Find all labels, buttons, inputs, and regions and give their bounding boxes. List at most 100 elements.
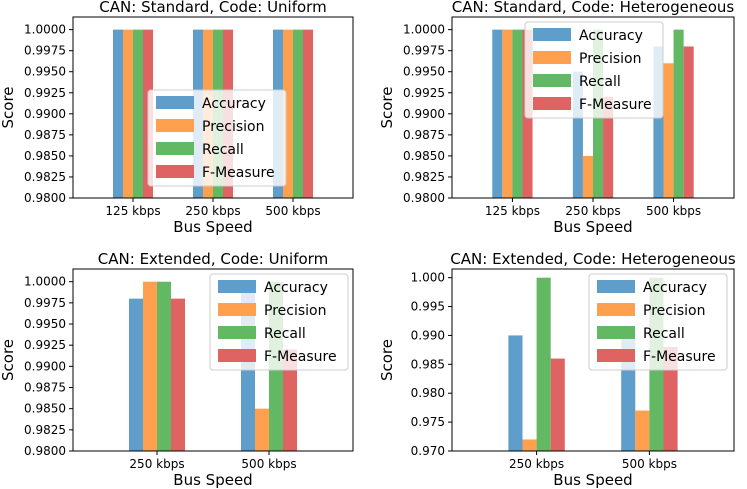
legend-swatch-accuracy: [533, 28, 571, 41]
legend-label: Accuracy: [264, 280, 328, 296]
legend: Accuracy Precision Recall F-Measure: [209, 273, 349, 371]
legend-swatch-precision: [533, 51, 571, 64]
chart-title: CAN: Standard, Code: Heterogeneous: [452, 0, 735, 16]
y-tick-label: 0.9900: [403, 107, 445, 121]
bar-f-measure-500-kbps: [283, 349, 297, 451]
y-tick-label: 0.9925: [24, 86, 66, 100]
x-tick-label: 250 kbps: [565, 204, 620, 218]
y-tick-label: 0.9825: [24, 170, 66, 184]
y-tick-label: 1.0000: [24, 275, 66, 289]
y-tick-label: 0.9900: [24, 107, 66, 121]
legend-label: F-Measure: [579, 97, 652, 113]
y-tick-label: 0.9850: [24, 402, 66, 416]
bar-f-measure-500-kbps: [663, 347, 678, 451]
bar-precision-500-kbps: [635, 410, 650, 451]
y-tick-label: 0.9925: [403, 86, 445, 100]
legend-label: F-Measure: [202, 165, 275, 181]
y-tick-label: 0.9850: [24, 149, 66, 163]
bar-recall-500-kbps: [673, 29, 684, 198]
legend: Accuracy Precision Recall F-Measure: [524, 21, 664, 119]
y-tick-label: 0.9850: [403, 149, 445, 163]
x-tick-label: 500 kbps: [241, 457, 296, 471]
bar-precision-125-kbps: [123, 29, 133, 198]
bar-precision-250-kbps: [522, 439, 537, 451]
bar-accuracy-250-kbps: [129, 298, 143, 451]
legend-label: Precision: [264, 303, 326, 319]
legend-label: Precision: [202, 119, 264, 135]
y-tick-label: 0.9875: [24, 128, 66, 142]
y-tick-label: 0.9875: [403, 128, 445, 142]
y-tick-label: 0.9925: [24, 338, 66, 352]
legend-frame: [588, 273, 728, 371]
legend-swatch-recall: [597, 326, 635, 339]
y-tick-label: 0.9825: [403, 170, 445, 184]
bar-accuracy-500-kbps: [653, 46, 664, 198]
legend: Accuracy Precision Recall F-Measure: [588, 273, 728, 371]
legend-swatch-f-measure: [597, 349, 635, 362]
legend-label: Recall: [643, 326, 685, 342]
legend-label: Accuracy: [202, 96, 266, 112]
legend-swatch-f-measure: [218, 349, 256, 362]
x-tick-label: 500 kbps: [622, 457, 677, 471]
bar-f-measure-500-kbps: [303, 29, 313, 198]
legend-label: Recall: [579, 74, 621, 90]
y-tick-label: 0.9900: [24, 359, 66, 373]
legend-swatch-precision: [156, 119, 194, 132]
chart-panel-1: 0.9800 0.9825 0.9850 0.9875 0.9900 0.9925 0.99…: [0, 0, 354, 236]
y-tick-label: 0.9975: [403, 44, 445, 58]
legend-label: F-Measure: [264, 349, 337, 365]
legend-label: Accuracy: [643, 280, 707, 296]
legend-label: F-Measure: [643, 349, 716, 365]
bar-f-measure-250-kbps: [550, 358, 565, 451]
y-tick-label: 0.9950: [24, 317, 66, 331]
axes-frame: [451, 268, 735, 452]
y-tick-label: 0.9950: [24, 65, 66, 79]
bar-precision-500-kbps: [283, 29, 293, 198]
x-tick-label: 500 kbps: [265, 204, 320, 218]
y-tick-label: 0.975: [411, 415, 445, 429]
x-tick-label: 125 kbps: [485, 204, 540, 218]
y-tick-label: 0.9975: [24, 44, 66, 58]
y-tick-label: 0.9975: [24, 296, 66, 310]
axes-frame: [72, 268, 354, 452]
legend-label: Accuracy: [579, 28, 643, 44]
legend-swatch-f-measure: [156, 165, 194, 178]
y-tick-label: 0.970: [411, 444, 445, 458]
legend-swatch-recall: [218, 326, 256, 339]
bar-accuracy-250-kbps: [508, 335, 523, 451]
legend-swatch-recall: [156, 142, 194, 155]
bar-f-measure-250-kbps: [603, 96, 614, 198]
legend-swatch-precision: [218, 303, 256, 316]
bar-recall-250-kbps: [536, 277, 551, 451]
x-axis-label: Bus Speed: [173, 218, 252, 236]
legend-swatch-accuracy: [597, 280, 635, 293]
x-axis-label: Bus Speed: [553, 471, 632, 489]
bar-recall-125-kbps: [512, 29, 523, 198]
y-tick-label: 0.985: [411, 357, 445, 371]
bar-precision-500-kbps: [663, 63, 674, 198]
legend-frame: [209, 273, 349, 371]
y-axis-label: Score: [0, 339, 17, 381]
legend-frame: [524, 21, 664, 119]
y-axis-label: Score: [378, 86, 396, 128]
legend: Accuracy Precision Recall F-Measure: [147, 89, 287, 187]
y-tick-label: 0.9875: [24, 381, 66, 395]
y-tick-label: 0.9825: [24, 423, 66, 437]
bar-precision-125-kbps: [502, 29, 513, 198]
y-axis-label: Score: [378, 339, 396, 381]
bar-precision-250-kbps: [143, 281, 157, 451]
y-tick-label: 0.995: [411, 300, 445, 314]
bar-recall-500-kbps: [293, 29, 303, 198]
legend-label: Recall: [264, 326, 306, 342]
x-tick-label: 250 kbps: [185, 204, 240, 218]
legend-swatch-accuracy: [218, 280, 256, 293]
legend-swatch-recall: [533, 74, 571, 87]
y-tick-label: 1.0000: [403, 23, 445, 37]
chart-panel-3: 0.9800 0.9825 0.9850 0.9875 0.9900 0.9925 0.99…: [0, 250, 354, 489]
y-tick-label: 0.9800: [403, 191, 445, 205]
bar-recall-250-kbps: [157, 281, 171, 451]
bar-precision-250-kbps: [582, 155, 593, 198]
bar-f-measure-500-kbps: [683, 46, 694, 198]
legend-swatch-accuracy: [156, 96, 194, 109]
